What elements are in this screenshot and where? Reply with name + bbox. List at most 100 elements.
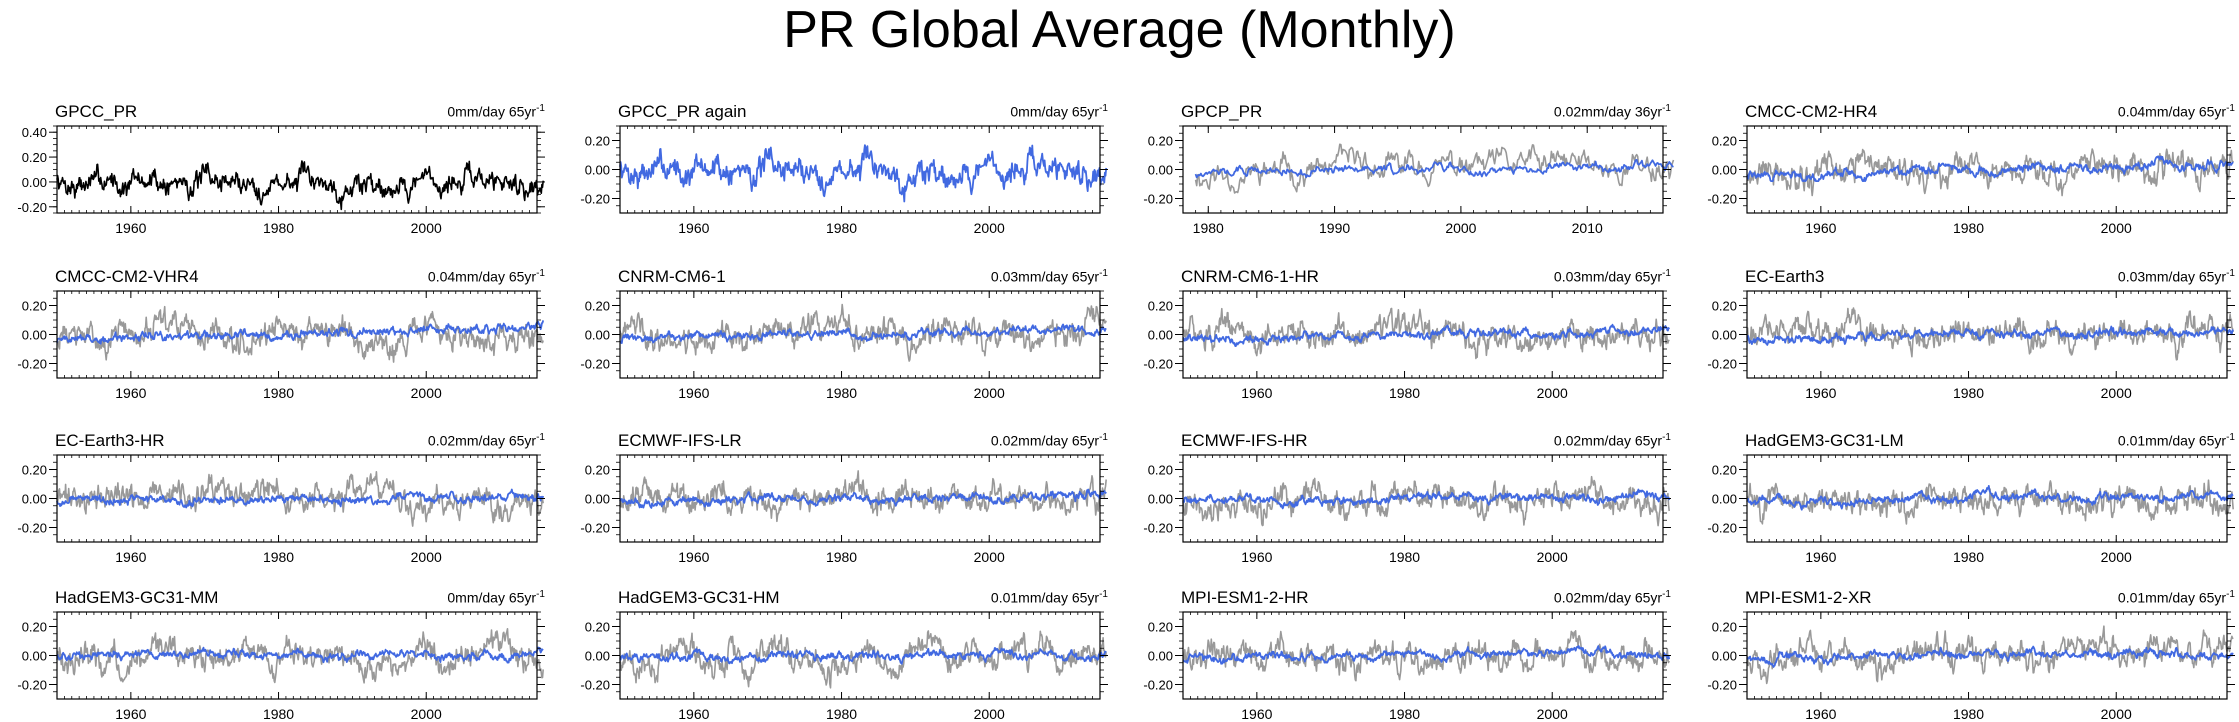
y-tick-label: -0.20	[1707, 521, 1737, 536]
trend-value: 0.02mm/day	[1553, 589, 1631, 606]
chart-svg: 1960 1980 2000 -0.20 0.00 0.20	[1143, 290, 1671, 401]
x-tick-label: 1960	[115, 706, 146, 722]
trend-period: 65yr	[2198, 268, 2227, 285]
chart-svg: 1960 1980 2000 -0.20 0.00 0.20	[580, 611, 1108, 722]
panel-title: HadGEM3-GC31-HM	[618, 588, 780, 607]
panel-title: CMCC-CM2-VHR4	[55, 267, 199, 286]
y-tick-label: 0.00	[1712, 492, 1737, 507]
x-tick-label: 1960	[678, 549, 709, 565]
trend-exponent: -1	[2226, 589, 2235, 600]
trend-value: 0.01mm/day	[990, 589, 1068, 606]
x-tick-label: 1980	[826, 549, 857, 565]
chart-svg: 1960 1980 2000 -0.20 0.00 0.20	[1707, 454, 2235, 565]
y-tick-label: -0.20	[1707, 678, 1737, 693]
x-tick-label: 1980	[263, 706, 294, 722]
y-tick-label: 0.00	[1148, 328, 1173, 343]
x-tick-label: 1960	[1241, 385, 1272, 401]
x-tick-label: 1960	[678, 220, 709, 236]
x-tick-label: 2010	[1572, 220, 1603, 236]
y-tick-label: 0.20	[1148, 620, 1173, 635]
trend-exponent: -1	[1099, 103, 1108, 114]
trend-exponent: -1	[1099, 268, 1108, 279]
panel-title: HadGEM3-GC31-LM	[1745, 431, 1904, 450]
y-tick-label: 0.20	[1148, 134, 1173, 149]
chart-panel: MPI-ESM1-2-XR 0.01mm/day 65yr-1 1960 1980 20…	[1690, 492, 2239, 722]
x-tick-label: 1980	[1389, 706, 1420, 722]
chart-svg: 1960 1980 2000 -0.20 0.00 0.20	[580, 290, 1108, 401]
panel-trend-label: 0mm/day 65yr-1	[447, 103, 545, 120]
trend-period: 65yr	[1071, 103, 1100, 120]
panel-title: ECMWF-IFS-LR	[618, 431, 742, 450]
x-tick-label: 1980	[1953, 706, 1984, 722]
panel-title: GPCP_PR	[1181, 102, 1263, 121]
series-line-model	[1182, 645, 1671, 665]
series-line-reference	[1746, 625, 2234, 685]
x-tick-label: 1960	[1805, 549, 1836, 565]
y-tick-label: -0.20	[17, 357, 47, 372]
trend-exponent: -1	[536, 103, 545, 114]
series-line-model	[56, 488, 545, 509]
y-tick-label: 0.00	[22, 175, 47, 190]
trend-period: 65yr	[2198, 589, 2227, 606]
trend-exponent: -1	[2226, 268, 2235, 279]
trend-exponent: -1	[1099, 589, 1108, 600]
x-tick-label: 1960	[678, 385, 709, 401]
y-tick-label: -0.20	[1143, 192, 1173, 207]
trend-period: 65yr	[1634, 589, 1663, 606]
y-tick-label: -0.20	[580, 357, 610, 372]
y-tick-label: 0.20	[22, 299, 47, 314]
x-tick-label: 2000	[411, 706, 442, 722]
trend-period: 65yr	[1634, 432, 1663, 449]
trend-exponent: -1	[1662, 432, 1671, 443]
panel-trend-label: 0.02mm/day 65yr-1	[428, 432, 545, 449]
trend-period: 65yr	[2198, 103, 2227, 120]
chart-panel: CNRM-CM6-1-HR 0.03mm/day 65yr-1 1960 1980 20…	[1126, 171, 1686, 401]
x-tick-label: 1980	[1953, 549, 1984, 565]
chart-panel: ECMWF-IFS-HR 0.02mm/day 65yr-1 1960 1980 200…	[1126, 335, 1686, 565]
y-tick-label: 0.00	[585, 649, 610, 664]
trend-exponent: -1	[1099, 432, 1108, 443]
y-tick-label: -0.20	[1143, 357, 1173, 372]
trend-value: 0.03mm/day	[990, 268, 1068, 285]
series-line-model	[1182, 488, 1671, 510]
chart-panel: CNRM-CM6-1 0.03mm/day 65yr-1 1960 1980 2000 -…	[563, 171, 1123, 401]
series-line-model	[1746, 155, 2234, 182]
series-line-model	[1746, 325, 2235, 346]
trend-value: 0.01mm/day	[2117, 589, 2195, 606]
trend-value: 0mm/day	[447, 589, 505, 606]
chart-svg: 1960 1980 2000 -0.20 0.00 0.20	[17, 454, 545, 565]
x-tick-label: 2000	[1537, 706, 1568, 722]
x-tick-label: 1990	[1319, 220, 1350, 236]
series-line-reference	[1182, 630, 1670, 682]
chart-svg: 1960 1980 2000 -0.20 0.00 0.20	[580, 454, 1108, 565]
y-tick-label: -0.20	[1143, 521, 1173, 536]
series-line-model	[619, 488, 1107, 509]
y-tick-label: -0.20	[1143, 678, 1173, 693]
trend-period: 65yr	[508, 268, 537, 285]
x-tick-label: 1980	[1953, 220, 1984, 236]
x-tick-label: 2000	[2101, 220, 2132, 236]
series-line-model	[56, 320, 545, 345]
trend-exponent: -1	[536, 432, 545, 443]
series-line-model	[1746, 645, 2234, 668]
trend-value: 0.03mm/day	[1553, 268, 1631, 285]
trend-value: 0.03mm/day	[2117, 268, 2195, 285]
trend-period: 65yr	[2198, 432, 2227, 449]
trend-period: 65yr	[508, 103, 537, 120]
trend-value: 0.04mm/day	[427, 268, 505, 285]
x-tick-label: 1980	[263, 385, 294, 401]
trend-exponent: -1	[1662, 589, 1671, 600]
panel-title: CNRM-CM6-1-HR	[1181, 267, 1319, 286]
x-tick-label: 1980	[1389, 385, 1420, 401]
chart-panel: EC-Earth3-HR 0.02mm/day 65yr-1 1960 1980 200…	[0, 335, 560, 565]
series-line-reference	[619, 630, 1107, 689]
x-tick-label: 1980	[1389, 549, 1420, 565]
trend-value: 0mm/day	[1010, 103, 1068, 120]
y-tick-label: 0.20	[585, 299, 610, 314]
y-tick-label: 0.20	[22, 463, 47, 478]
x-tick-label: 2000	[1445, 220, 1476, 236]
chart-svg: 1960 1980 2000 -0.20 0.00 0.20	[17, 290, 545, 401]
chart-svg: 1960 1980 2000 -0.20 0.00 0.20	[1707, 125, 2235, 236]
x-tick-label: 1980	[826, 706, 857, 722]
panel-trend-label: 0.04mm/day 65yr-1	[428, 268, 545, 285]
